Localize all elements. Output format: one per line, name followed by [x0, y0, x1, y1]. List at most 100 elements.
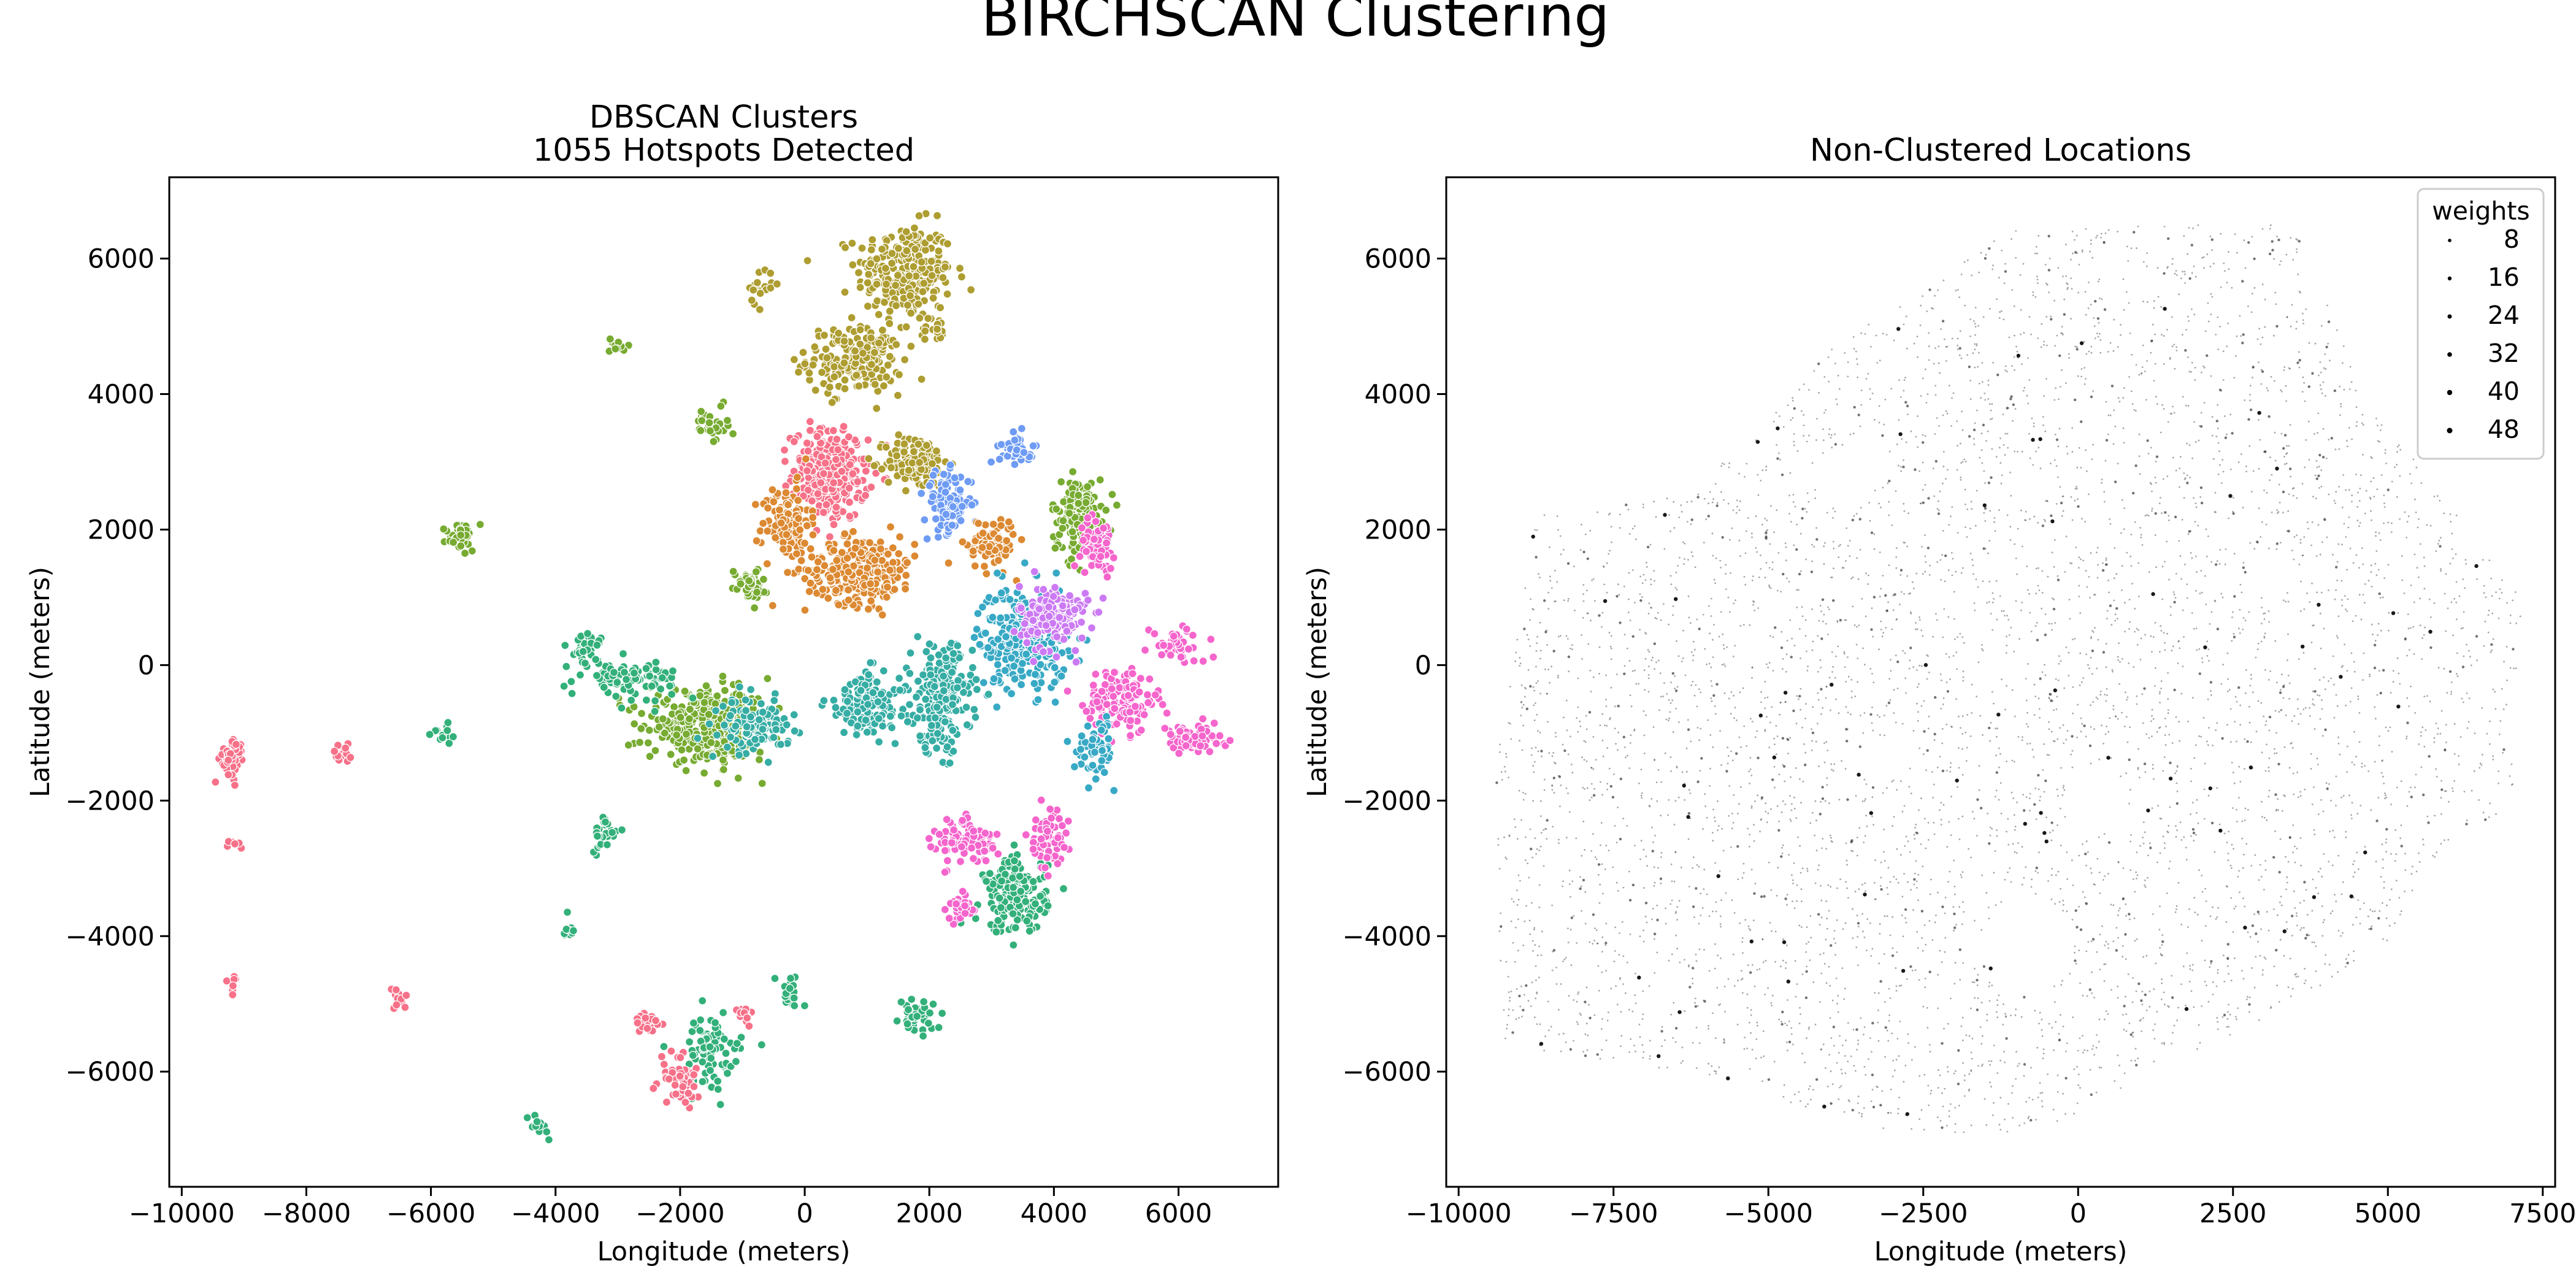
location-point — [2374, 562, 2377, 565]
location-point — [1728, 466, 1730, 469]
cluster-point — [746, 685, 756, 694]
cluster-point — [705, 418, 714, 427]
cluster-point — [1020, 558, 1029, 567]
cluster-point — [988, 613, 997, 622]
cluster-point — [940, 846, 949, 856]
cluster-point — [567, 689, 577, 698]
location-point — [1868, 323, 1870, 326]
location-point — [1953, 893, 1956, 895]
location-point — [2071, 919, 2074, 921]
location-point — [2267, 389, 2269, 392]
cluster-point — [1206, 635, 1216, 644]
cluster-point — [439, 524, 448, 534]
location-point — [1525, 984, 1528, 987]
cluster-point — [876, 689, 886, 699]
cluster-point — [909, 447, 919, 456]
cluster-point — [802, 466, 812, 475]
cluster-point — [709, 437, 718, 447]
cluster-point — [854, 381, 864, 391]
cluster-point — [834, 600, 843, 610]
cluster-point — [592, 671, 602, 680]
location-point — [2167, 237, 2170, 240]
cluster-point — [992, 702, 1002, 712]
location-point — [2109, 717, 2111, 719]
cluster-point — [1158, 700, 1167, 709]
cluster-point — [949, 649, 958, 658]
location-point — [2375, 531, 2377, 534]
location-point — [1871, 786, 1875, 789]
location-point — [1750, 532, 1753, 535]
location-point — [1793, 407, 1796, 410]
cluster-point — [968, 646, 977, 655]
location-point — [1595, 858, 1598, 861]
location-point — [2270, 376, 2272, 378]
location-point — [1860, 404, 1863, 406]
ax0-x-ticks: −10000 −8000 −6000 −4000 −2000 0 2000 4000 6000 — [129, 1187, 1212, 1229]
cluster-point — [808, 513, 818, 522]
location-point — [1936, 561, 1939, 563]
cluster-point — [940, 867, 949, 877]
cluster-point — [900, 355, 910, 364]
cluster-point — [659, 1042, 669, 1051]
cluster-point — [772, 725, 781, 734]
location-point — [2095, 696, 2098, 699]
location-point — [1977, 324, 1980, 327]
location-point — [2264, 612, 2266, 615]
location-point — [1557, 675, 1559, 677]
location-point — [2082, 249, 2083, 251]
cluster-point — [825, 383, 834, 392]
cluster-point — [856, 686, 865, 695]
ax0-ytick-label: −2000 — [66, 786, 155, 816]
location-point — [2038, 437, 2042, 442]
cluster-point — [910, 551, 919, 561]
cluster-point — [886, 711, 895, 721]
cluster-point — [1176, 653, 1186, 662]
location-point — [2034, 1010, 2036, 1012]
cluster-point — [1004, 517, 1013, 527]
cluster-point — [805, 417, 815, 426]
location-point — [2357, 698, 2359, 700]
cluster-point — [819, 469, 829, 478]
cluster-point — [1055, 613, 1064, 622]
cluster-point — [866, 333, 876, 343]
location-point — [2394, 860, 2396, 862]
location-point — [2029, 792, 2031, 795]
cluster-point — [997, 440, 1006, 449]
location-point — [2098, 758, 2101, 761]
cluster-point — [1039, 585, 1048, 594]
cluster-point — [808, 530, 818, 540]
cluster-point — [917, 375, 926, 384]
cluster-point — [980, 846, 989, 856]
cluster-point — [883, 361, 892, 370]
cluster-point — [1089, 681, 1098, 690]
location-point — [2322, 381, 2325, 383]
cluster-point — [960, 908, 970, 918]
location-point — [2059, 486, 2061, 488]
cluster-point — [770, 974, 780, 983]
cluster-point — [785, 984, 794, 993]
location-point — [2082, 559, 2085, 562]
location-point — [1612, 866, 1614, 868]
location-point — [1755, 515, 1757, 518]
location-point — [2138, 433, 2141, 435]
cluster-point — [953, 683, 962, 692]
cluster-point — [617, 703, 626, 713]
location-point — [2079, 684, 2081, 686]
cluster-point — [981, 829, 990, 838]
ax0-xtick-label: 2000 — [895, 1198, 962, 1229]
cluster-point — [786, 973, 795, 983]
location-point — [1640, 794, 1643, 797]
location-point — [1896, 848, 1898, 850]
location-point — [2394, 829, 2397, 831]
location-point — [2011, 365, 2013, 367]
location-point — [2483, 645, 2485, 647]
location-point — [1700, 691, 1702, 694]
cluster-point — [927, 459, 937, 469]
cluster-point — [944, 558, 953, 568]
cluster-point — [1166, 730, 1175, 739]
location-point — [2328, 783, 2330, 785]
location-point — [2384, 792, 2386, 794]
location-point — [2407, 515, 2410, 518]
location-point — [1654, 881, 1656, 884]
location-point — [1855, 795, 1857, 797]
